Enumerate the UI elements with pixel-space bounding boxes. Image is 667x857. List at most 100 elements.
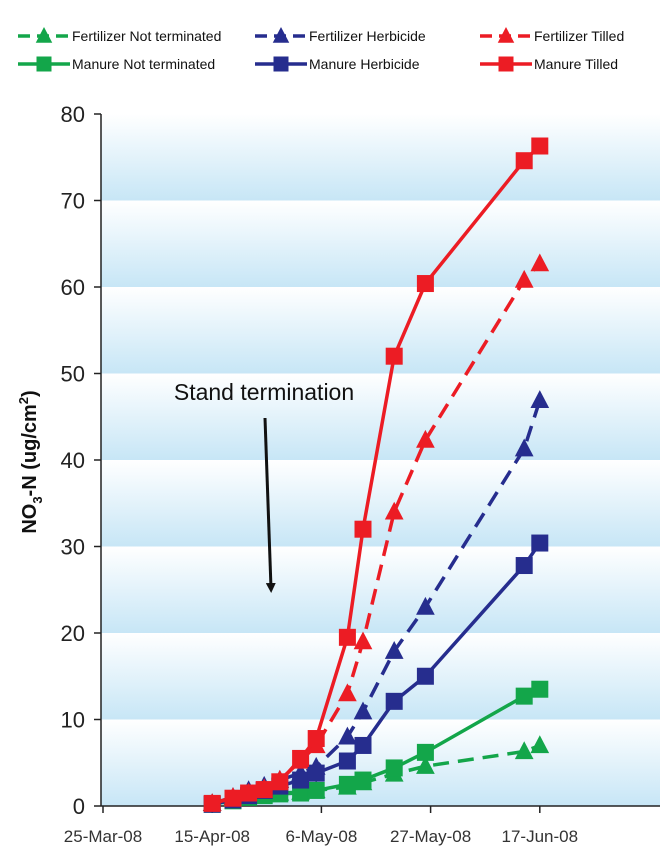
legend: Fertilizer Not terminated Fertilizer Herb… bbox=[18, 27, 624, 72]
data-point bbox=[338, 752, 356, 770]
y-axis-label-superscript: 2 bbox=[16, 397, 31, 404]
data-point bbox=[354, 771, 372, 789]
data-point bbox=[416, 756, 435, 774]
y-tick-label: 0 bbox=[73, 794, 85, 819]
y-tick-label: 80 bbox=[61, 102, 85, 127]
y-axis-label-close: ) bbox=[19, 390, 41, 397]
y-tick-label: 30 bbox=[61, 535, 85, 560]
x-tick-label: 15-Apr-08 bbox=[174, 827, 250, 846]
data-point bbox=[416, 596, 435, 615]
legend-item: Manure Not terminated bbox=[18, 56, 215, 72]
series-5 bbox=[203, 137, 549, 812]
data-point bbox=[271, 773, 289, 791]
axes bbox=[94, 113, 660, 813]
data-point bbox=[338, 726, 357, 745]
grid-band bbox=[101, 200, 660, 287]
legend-label: Manure Not terminated bbox=[72, 56, 215, 72]
data-point bbox=[272, 27, 290, 43]
data-point bbox=[530, 735, 550, 754]
data-point bbox=[416, 667, 434, 685]
legend-label: Fertilizer Not terminated bbox=[72, 28, 221, 44]
data-point bbox=[497, 27, 515, 43]
data-point bbox=[416, 275, 434, 293]
data-point bbox=[292, 784, 310, 802]
data-point bbox=[514, 741, 534, 760]
y-tick-label: 20 bbox=[61, 621, 85, 646]
data-point bbox=[385, 692, 403, 710]
y-tick-label: 60 bbox=[61, 275, 85, 300]
data-point bbox=[531, 137, 549, 155]
data-point bbox=[338, 628, 356, 646]
legend-label: Fertilizer Tilled bbox=[534, 28, 624, 44]
data-point bbox=[224, 789, 242, 807]
legend-label: Manure Herbicide bbox=[309, 56, 420, 72]
data-point bbox=[35, 27, 53, 43]
legend-item: Fertilizer Herbicide bbox=[255, 27, 426, 44]
grid-band bbox=[101, 114, 660, 201]
data-point bbox=[531, 680, 549, 698]
data-point bbox=[353, 701, 373, 720]
grid-band bbox=[101, 633, 660, 720]
y-tick-label: 50 bbox=[61, 362, 85, 387]
data-point bbox=[292, 749, 310, 767]
data-point bbox=[416, 743, 434, 761]
x-tick-label: 27-May-08 bbox=[390, 827, 471, 846]
data-point bbox=[36, 56, 52, 72]
data-point bbox=[307, 764, 325, 782]
data-point bbox=[354, 520, 372, 538]
y-tick-label: 70 bbox=[61, 189, 85, 214]
x-tick-label: 25-Mar-08 bbox=[64, 827, 142, 846]
data-point bbox=[514, 269, 534, 288]
y-axis-label-main: NO bbox=[19, 504, 41, 534]
data-point bbox=[530, 253, 550, 272]
data-point bbox=[338, 775, 356, 793]
grid-band bbox=[101, 373, 660, 460]
data-point bbox=[338, 683, 357, 702]
x-tick-label: 6-May-08 bbox=[285, 827, 357, 846]
data-point bbox=[307, 781, 325, 799]
data-point bbox=[530, 390, 550, 408]
y-axis-label-rest: -N (ug/cm bbox=[19, 404, 41, 496]
data-point bbox=[514, 438, 534, 457]
data-point bbox=[515, 152, 533, 170]
data-point bbox=[240, 784, 258, 802]
x-tick-label: 17-Jun-08 bbox=[502, 827, 579, 846]
grid-band bbox=[101, 460, 660, 547]
data-point bbox=[255, 781, 273, 799]
grid-band bbox=[101, 719, 660, 806]
data-point bbox=[385, 759, 403, 777]
legend-label: Manure Tilled bbox=[534, 56, 618, 72]
data-point bbox=[273, 56, 289, 72]
legend-label: Fertilizer Herbicide bbox=[309, 28, 426, 44]
data-point bbox=[307, 730, 325, 748]
stand-termination-annotation: Stand termination bbox=[174, 379, 354, 405]
grid-band bbox=[101, 287, 660, 374]
legend-item: Fertilizer Tilled bbox=[480, 27, 624, 44]
legend-item: Fertilizer Not terminated bbox=[18, 27, 221, 44]
data-point bbox=[416, 429, 435, 448]
series-layer bbox=[202, 137, 550, 813]
y-tick-labels: 0 10 20 30 40 50 60 70 80 bbox=[61, 102, 85, 819]
y-axis-label-subscript: 3 bbox=[30, 496, 45, 503]
data-point bbox=[354, 736, 372, 754]
data-point bbox=[384, 640, 404, 659]
data-point bbox=[531, 534, 549, 552]
data-point bbox=[498, 56, 514, 72]
data-point bbox=[515, 687, 533, 705]
background-bands bbox=[101, 114, 660, 806]
x-tick-labels: 25-Mar-08 15-Apr-08 6-May-08 27-May-08 17-Ju… bbox=[64, 827, 578, 846]
legend-item: Manure Tilled bbox=[480, 56, 618, 72]
data-point bbox=[515, 557, 533, 575]
y-tick-label: 40 bbox=[61, 448, 85, 473]
y-tick-label: 10 bbox=[61, 708, 85, 733]
data-point bbox=[292, 771, 310, 789]
y-axis-label: NO3-N (ug/cm2) bbox=[16, 390, 45, 533]
data-point bbox=[384, 501, 404, 520]
legend-item: Manure Herbicide bbox=[255, 56, 420, 72]
data-point bbox=[203, 794, 221, 812]
data-point bbox=[385, 347, 403, 365]
grid-band bbox=[101, 546, 660, 633]
data-point bbox=[353, 631, 373, 650]
